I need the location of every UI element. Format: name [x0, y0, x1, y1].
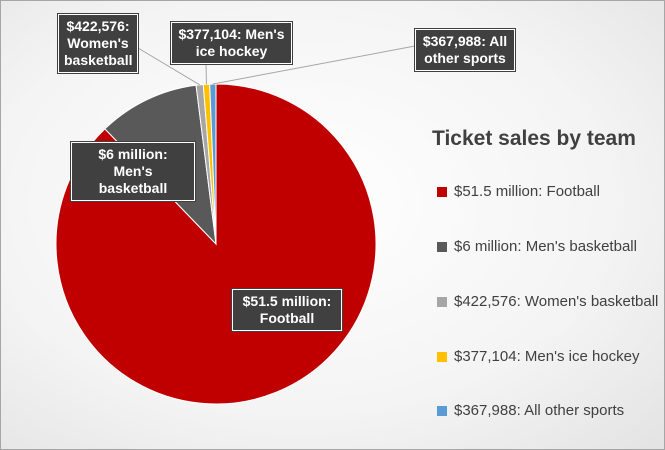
legend-label-mens-basketball: $6 million: Men's basketball: [454, 238, 637, 255]
legend-item-football: $51.5 million: Football: [437, 182, 662, 202]
leader-lines: [137, 45, 416, 86]
data-label-football: $51.5 million: Football: [232, 289, 342, 331]
legend-item-mens-ice-hockey: $377,104: Men's ice hockey: [437, 347, 662, 367]
data-label-mens-basketball: $6 million: Men's basketball: [71, 142, 195, 201]
legend-swatch-mens-basketball: [437, 242, 447, 252]
data-label-football-line1: $51.5 million:: [242, 293, 332, 309]
data-label-mens-ice-hockey: $377,104: Men's ice hockey: [171, 22, 292, 64]
pie-slices: [55, 83, 377, 405]
leader-line-all-other-sports: [212, 45, 416, 85]
legend-label-mens-ice-hockey: $377,104: Men's ice hockey: [454, 348, 640, 365]
legend-item-mens-basketball: $6 million: Men's basketball: [437, 237, 662, 257]
data-label-all-other-sports-line2: other sports: [424, 50, 506, 66]
data-label-womens-basketball-line2: Women's: [67, 35, 129, 51]
legend-item-womens-basketball: $422,576: Women's basketball: [437, 292, 662, 312]
legend-item-all-other-sports: $367,988: All other sports: [437, 401, 662, 421]
legend-swatch-football: [437, 187, 447, 197]
data-label-mens-basketball-line2: basketball: [98, 180, 168, 196]
data-label-mens-ice-hockey-line1: $377,104: Men's: [178, 26, 285, 42]
data-label-womens-basketball: $422,576: Women's basketball: [58, 14, 138, 73]
data-label-womens-basketball-line1: $422,576:: [66, 18, 130, 34]
data-label-football-line2: Football: [259, 310, 315, 326]
legend-label-football: $51.5 million: Football: [454, 183, 600, 200]
chart-title: Ticket sales by team: [432, 127, 636, 150]
data-label-all-other-sports-line1: $367,988: All: [422, 33, 508, 49]
legend-swatch-mens-ice-hockey: [437, 352, 447, 362]
legend-swatch-womens-basketball: [437, 297, 447, 307]
data-label-mens-ice-hockey-line2: ice hockey: [195, 43, 268, 59]
data-label-mens-basketball-line1: $6 million: Men's: [98, 146, 168, 179]
data-label-all-other-sports: $367,988: All other sports: [415, 29, 515, 71]
legend-label-all-other-sports: $367,988: All other sports: [454, 402, 625, 419]
leader-line-womens-basketball: [137, 47, 200, 86]
data-label-womens-basketball-line3: basketball: [64, 52, 133, 68]
legend-swatch-all-other-sports: [437, 406, 447, 416]
legend-label-womens-basketball: $422,576: Women's basketball: [454, 293, 659, 310]
